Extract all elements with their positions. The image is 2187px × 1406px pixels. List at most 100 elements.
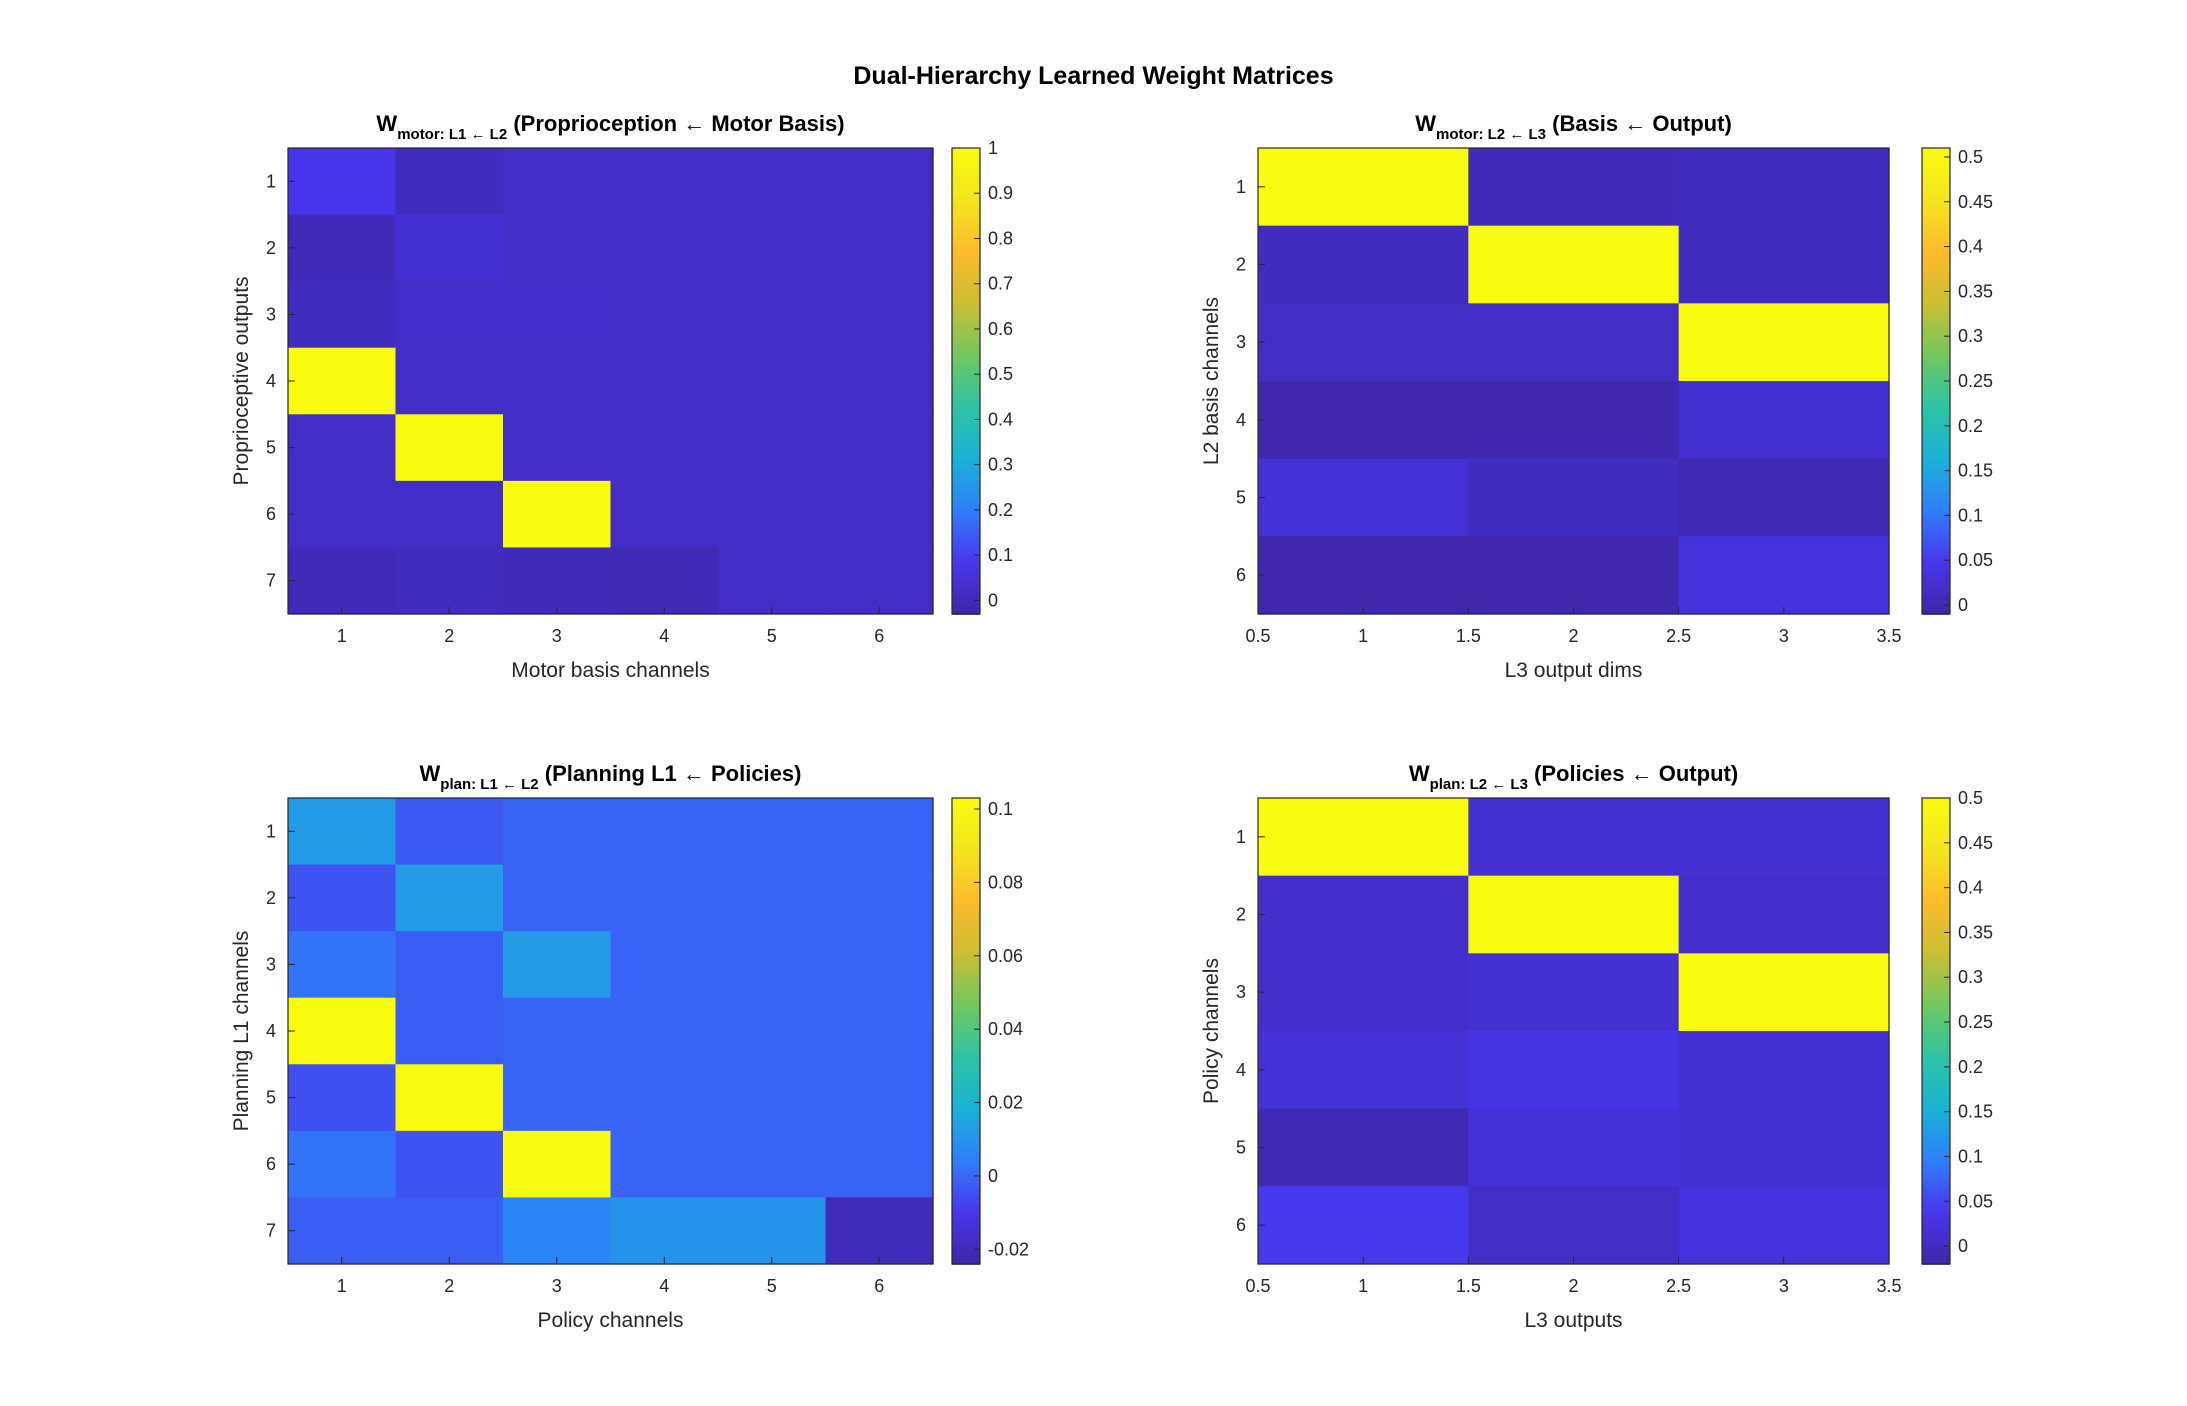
colorbar-segment xyxy=(952,509,980,514)
heatmap-cell xyxy=(1258,798,1469,877)
colorbar-segment xyxy=(952,182,980,188)
colorbar-segment xyxy=(1922,381,1950,386)
heatmap-cell xyxy=(288,864,397,932)
heatmap-cell xyxy=(825,214,934,282)
colorbar-tick-label: 0.4 xyxy=(1958,878,1983,898)
colorbar-segment xyxy=(1922,898,1950,904)
colorbar-segment xyxy=(952,1038,980,1044)
heatmap-cell xyxy=(1468,458,1680,537)
colorbar-segment xyxy=(952,540,980,545)
colorbar-segment xyxy=(1922,817,1950,823)
colorbar-segment xyxy=(1922,906,1950,912)
colorbar-segment xyxy=(952,1190,980,1195)
colorbar-segment xyxy=(1922,369,1950,375)
colorbar-segment xyxy=(1922,1139,1950,1145)
colorbar-segment xyxy=(1922,1221,1950,1226)
colorbar-segment xyxy=(952,999,980,1005)
x-axis-label: Motor basis channels xyxy=(511,659,709,682)
colorbar-segment xyxy=(952,551,980,557)
colorbar-segment xyxy=(1922,163,1950,169)
colorbar-segment xyxy=(1922,1003,1950,1009)
colorbar-segment xyxy=(1922,194,1950,200)
colorbar-tick-label: 0.02 xyxy=(988,1093,1023,1113)
colorbar-tick-label: 0.04 xyxy=(988,1019,1023,1039)
colorbar-segment xyxy=(952,175,980,180)
colorbar-segment xyxy=(952,1143,980,1149)
heatmap-cell xyxy=(610,148,719,216)
heatmap-cell xyxy=(610,547,719,615)
colorbar-segment xyxy=(1922,485,1950,491)
colorbar-segment xyxy=(952,1178,980,1184)
x-tick-label: 3 xyxy=(552,1276,562,1296)
colorbar-segment xyxy=(1922,1232,1950,1238)
colorbar-segment xyxy=(952,559,980,565)
colorbar-segment xyxy=(1922,264,1950,270)
colorbar-segment xyxy=(952,221,980,227)
panel-title: Wplan: L2 ← L3 (Policies ← Output) xyxy=(1409,761,1738,793)
colorbar-segment xyxy=(952,427,980,433)
colorbar-segment xyxy=(952,1085,980,1091)
x-tick-label: 1.5 xyxy=(1456,1276,1481,1296)
x-tick-label: 1 xyxy=(337,1276,347,1296)
colorbar-segment xyxy=(1922,1042,1950,1048)
colorbar-segment xyxy=(952,217,980,223)
colorbar-segment xyxy=(1922,844,1950,850)
colorbar-segment xyxy=(1922,186,1950,192)
colorbar-segment xyxy=(952,287,980,293)
colorbar-segment xyxy=(952,871,980,877)
colorbar-segment xyxy=(1922,1135,1950,1141)
colorbar-tick-label: 0.4 xyxy=(988,409,1013,429)
colorbar-segment xyxy=(1922,342,1950,347)
colorbar-segment xyxy=(1922,1128,1950,1133)
heatmap-cell xyxy=(288,1064,397,1132)
heatmap-cell xyxy=(1678,798,1890,877)
colorbar-segment xyxy=(952,1217,980,1223)
colorbar-segment xyxy=(952,283,980,289)
y-tick-label: 7 xyxy=(266,571,276,591)
colorbar-segment xyxy=(1922,1236,1950,1242)
colorbar-segment xyxy=(952,840,980,846)
y-tick-label: 3 xyxy=(266,304,276,324)
colorbar-segment xyxy=(952,330,980,336)
x-tick-label: 1 xyxy=(1358,626,1368,646)
x-tick-label: 2 xyxy=(1568,1276,1578,1296)
colorbar-segment xyxy=(952,579,980,584)
colorbar-segment xyxy=(1922,532,1950,538)
colorbar-segment xyxy=(1922,895,1950,900)
x-tick-label: 1 xyxy=(337,626,347,646)
colorbar-segment xyxy=(952,984,980,990)
colorbar-segment xyxy=(952,412,980,417)
colorbar-segment xyxy=(1922,1089,1950,1094)
colorbar-segment xyxy=(952,536,980,542)
colorbar-segment xyxy=(1922,1174,1950,1180)
colorbar-segment xyxy=(952,1042,980,1048)
colorbar-segment xyxy=(952,602,980,608)
colorbar-segment xyxy=(952,505,980,510)
colorbar-segment xyxy=(1922,914,1950,920)
colorbar-segment xyxy=(952,346,980,351)
colorbar-segment xyxy=(1922,415,1950,421)
heatmap-cell xyxy=(1468,1031,1680,1110)
x-tick-label: 6 xyxy=(874,1276,884,1296)
colorbar-segment xyxy=(952,610,980,615)
colorbar-segment xyxy=(1922,1217,1950,1223)
colorbar-segment xyxy=(1922,1015,1950,1021)
colorbar-segment xyxy=(952,829,980,834)
colorbar-segment xyxy=(952,489,980,495)
colorbar-segment xyxy=(952,256,980,262)
heatmap-cell xyxy=(288,414,397,482)
heatmap-cell xyxy=(825,1130,934,1199)
colorbar-segment xyxy=(1922,229,1950,235)
colorbar-segment xyxy=(1922,1201,1950,1207)
colorbar-segment xyxy=(952,875,980,881)
colorbar-segment xyxy=(952,1260,980,1265)
colorbar-segment xyxy=(1922,1170,1950,1176)
heatmap-cell xyxy=(610,414,719,482)
colorbar-segment xyxy=(1922,984,1950,990)
colorbar-segment xyxy=(952,836,980,842)
colorbar-segment xyxy=(1922,999,1950,1005)
colorbar-segment xyxy=(952,801,980,807)
colorbar-segment xyxy=(952,458,980,464)
panel-title-subscript: plan: L2 ← L3 xyxy=(1430,776,1528,793)
heatmap-cell xyxy=(288,347,397,415)
